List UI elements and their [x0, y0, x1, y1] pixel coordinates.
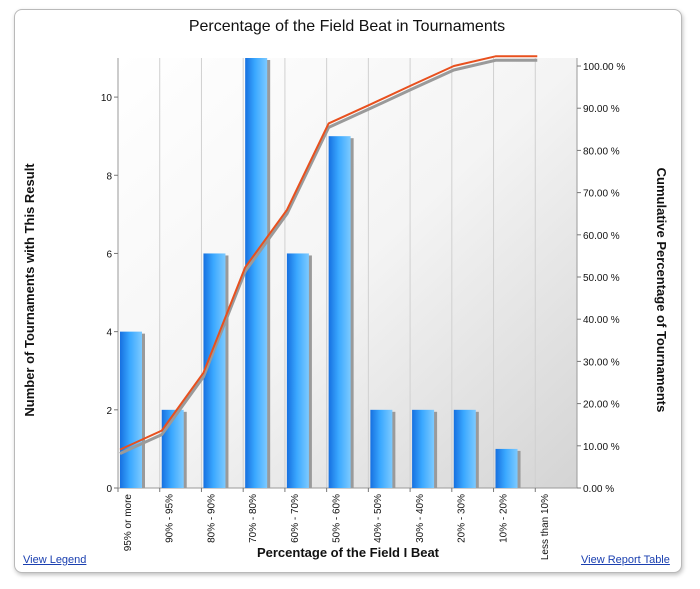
x-tick-label: 60% - 70% — [290, 494, 301, 543]
y2-tick-label: 80.00 % — [583, 146, 620, 157]
bar — [370, 409, 393, 488]
cumulative-line — [119, 55, 538, 451]
y2-tick-label: 10.00 % — [583, 442, 620, 453]
bar — [120, 331, 142, 488]
y-tick-label: 10 — [101, 93, 113, 104]
y-tick-label: 6 — [106, 249, 112, 260]
y2-tick-label: 70.00 % — [583, 189, 620, 200]
x-tick-label: 10% - 20% — [498, 494, 509, 543]
bar — [412, 409, 435, 488]
y-axis-ticks: 0 2 4 6 8 10 — [101, 93, 118, 495]
y2-tick-label: 90.00 % — [583, 104, 620, 115]
y-tick-label: 4 — [106, 328, 112, 339]
chart-title: Percentage of the Field Beat in Tourname… — [189, 18, 505, 35]
x-axis-title: Percentage of the Field I Beat — [257, 545, 440, 560]
bar — [245, 58, 268, 488]
y-axis-title: Number of Tournaments with This Result — [22, 163, 37, 417]
bar — [495, 448, 518, 488]
y2-tick-label: 20.00 % — [583, 400, 620, 411]
cumulative-line-shadow — [119, 58, 538, 455]
y2-tick-label: 0.00 % — [583, 484, 614, 495]
y-tick-label: 8 — [106, 171, 112, 182]
bars — [120, 58, 521, 488]
bar — [453, 409, 476, 488]
view-report-table-link[interactable]: View Report Table — [581, 554, 670, 566]
y2-tick-label: 50.00 % — [583, 273, 620, 284]
x-tick-label: 50% - 60% — [332, 494, 343, 543]
bar — [203, 253, 226, 488]
x-tick-label: 70% - 80% — [248, 494, 259, 543]
x-tick-label: 80% - 90% — [206, 494, 217, 543]
view-legend-link[interactable]: View Legend — [23, 554, 87, 566]
y2-tick-label: 30.00 % — [583, 357, 620, 368]
y2-tick-label: 60.00 % — [583, 231, 620, 242]
y-tick-label: 0 — [106, 484, 112, 495]
x-tick-label: 90% - 95% — [165, 494, 176, 543]
y-tick-label: 2 — [106, 406, 112, 417]
x-tick-label: Less than 10% — [540, 494, 551, 560]
y2-axis-ticks: 0.00 % 10.00 % 20.00 % 30.00 % 40.00 % 50.00 … — [577, 62, 625, 495]
y2-axis-title: Cumulative Percentage of Tournaments — [654, 168, 669, 413]
x-tick-label: 20% - 30% — [457, 494, 468, 543]
x-tick-label: 95% or more — [123, 494, 134, 552]
bar — [328, 136, 351, 488]
x-axis-ticks: 95% or more 90% - 95% 80% - 90% 70% - 80% 60… — [117, 488, 551, 560]
x-tick-label: 40% - 50% — [373, 494, 384, 543]
y2-tick-label: 100.00 % — [583, 62, 625, 73]
x-tick-label: 30% - 40% — [415, 494, 426, 543]
y2-tick-label: 40.00 % — [583, 315, 620, 326]
bar — [286, 253, 309, 488]
cumulative-lines — [119, 55, 538, 455]
